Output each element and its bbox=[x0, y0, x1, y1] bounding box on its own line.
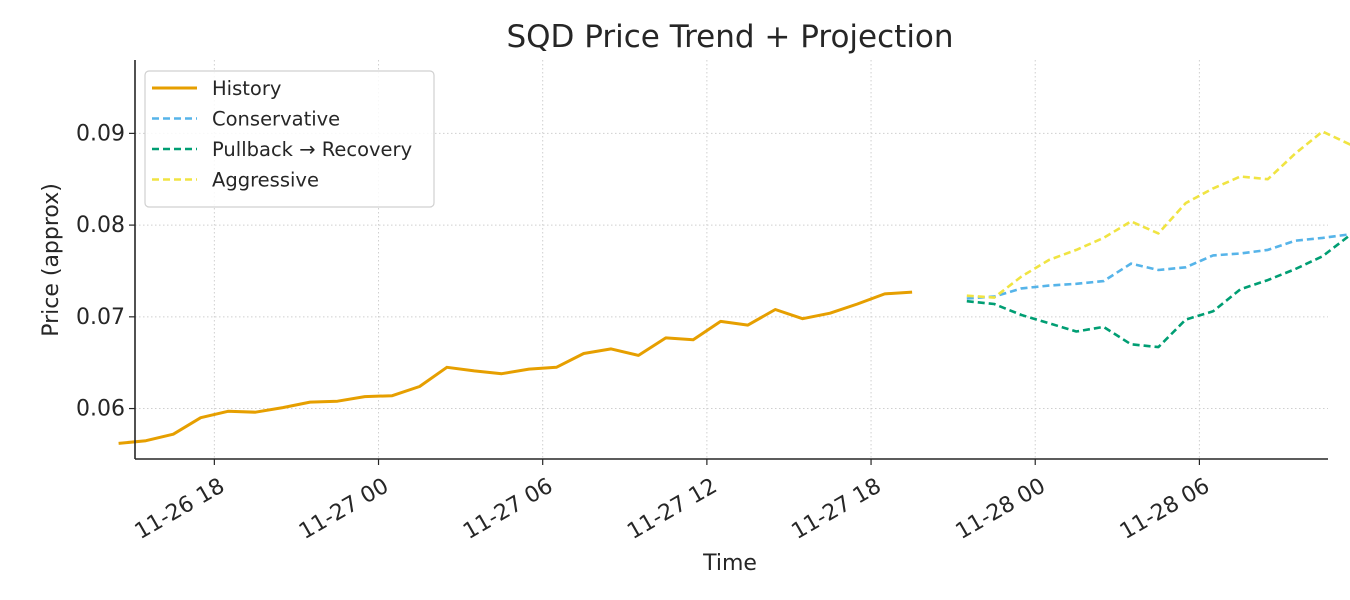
y-tick-label: 0.06 bbox=[76, 397, 125, 422]
y-tick-label: 0.08 bbox=[76, 213, 125, 238]
grid bbox=[135, 60, 1328, 459]
legend-label: Pullback → Recovery bbox=[212, 138, 412, 161]
legend-box bbox=[144, 70, 435, 208]
legend-label: Aggressive bbox=[212, 169, 319, 192]
axes bbox=[134, 60, 1328, 460]
chart-title: SQD Price Trend + Projection bbox=[506, 19, 953, 55]
series-line-history bbox=[118, 290, 913, 445]
y-tick-label: 0.09 bbox=[76, 121, 125, 146]
series-line-aggressive bbox=[966, 130, 1350, 299]
legend-label: History bbox=[212, 77, 281, 100]
y-tick-label: 0.07 bbox=[76, 305, 125, 330]
legend: History Conservative Pullback → Recovery Ag… bbox=[144, 70, 435, 208]
series-line-conservative bbox=[966, 232, 1350, 300]
legend-label: Conservative bbox=[212, 108, 340, 131]
x-axis-label: Time bbox=[702, 551, 757, 576]
y-axis-label: Price (approx) bbox=[39, 183, 64, 337]
series-layer bbox=[118, 130, 1350, 445]
